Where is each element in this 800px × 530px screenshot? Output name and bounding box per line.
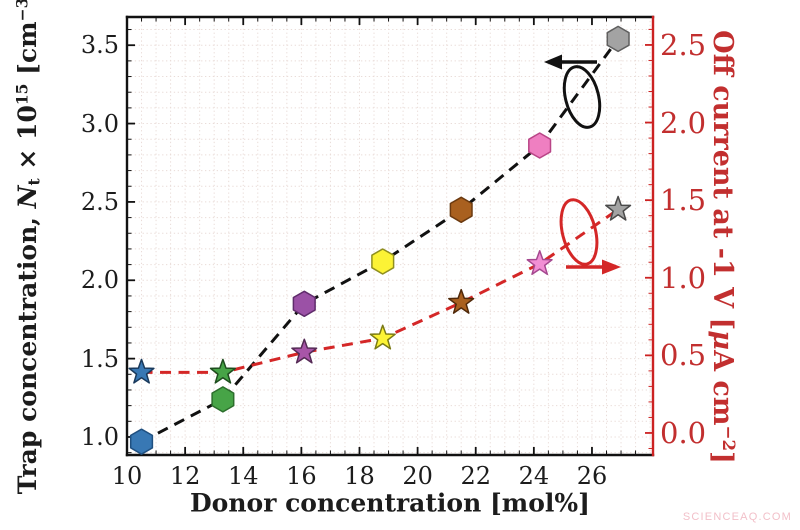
star-marker: [369, 324, 396, 350]
star-marker: [526, 250, 553, 276]
left-axis-arrow: [544, 54, 602, 129]
right-axis-title: Off current at -1 V [μA cm−2]: [706, 30, 740, 464]
left-tick-label: 2.0: [80, 266, 119, 295]
left-tick-label: 1.0: [80, 422, 119, 451]
star-marker: [209, 358, 237, 384]
x-axis-title: Donor concentration [mol%]: [190, 489, 590, 518]
hexagon-marker: [371, 248, 395, 275]
hexagon-marker: [449, 196, 473, 224]
hexagon-marker: [211, 386, 235, 413]
hexagon-marker: [606, 25, 630, 53]
hexagon-marker: [129, 428, 154, 455]
x-tick-label: 12: [169, 462, 201, 490]
left-tick-label: 3.5: [80, 31, 119, 60]
x-tick-label: 16: [286, 462, 317, 490]
trap-concentration-series: [140, 38, 620, 444]
x-tick-label: 24: [518, 462, 550, 490]
star-marker: [128, 358, 155, 384]
star-marker: [448, 288, 475, 314]
right-tick-label: 2.5: [660, 27, 707, 62]
x-axis-title-text: Donor concentration [mol%]: [189, 488, 591, 518]
grid: [127, 17, 653, 455]
off-current-series: [141, 208, 619, 374]
left-tick-label: 1.5: [80, 344, 119, 373]
x-tick-label: 10: [111, 462, 143, 490]
plot-border: [125, 15, 655, 457]
left-tick-label: 2.5: [80, 187, 119, 216]
off-current-markers: [128, 195, 632, 384]
right-tick-label: 0.5: [660, 338, 707, 373]
left-tick-label: 3.0: [80, 109, 119, 138]
star-marker: [291, 338, 318, 364]
watermark: SCIENCEAQ.COM: [682, 511, 792, 523]
right-tick-label: 2.0: [660, 105, 707, 140]
star-marker: [605, 195, 632, 221]
right-tick-label: 0.0: [660, 415, 707, 450]
right-tick-label: 1.5: [660, 183, 707, 218]
x-tick-label: 20: [402, 462, 433, 490]
x-tick-label: 22: [460, 462, 491, 490]
right-axis-arrow: [559, 198, 621, 275]
hexagon-marker: [528, 132, 552, 159]
trap-concentration-markers: [129, 25, 630, 455]
x-tick-label: 14: [227, 462, 259, 490]
right-tick-label: 1.0: [660, 260, 707, 295]
x-tick-label: 18: [344, 462, 375, 490]
left-axis-title: Trap concentration, Nt × 1015 [cm−3]: [12, 0, 44, 495]
x-tick-label: 26: [576, 462, 608, 490]
axis-ticks: [126, 17, 653, 455]
hexagon-marker: [292, 290, 316, 318]
